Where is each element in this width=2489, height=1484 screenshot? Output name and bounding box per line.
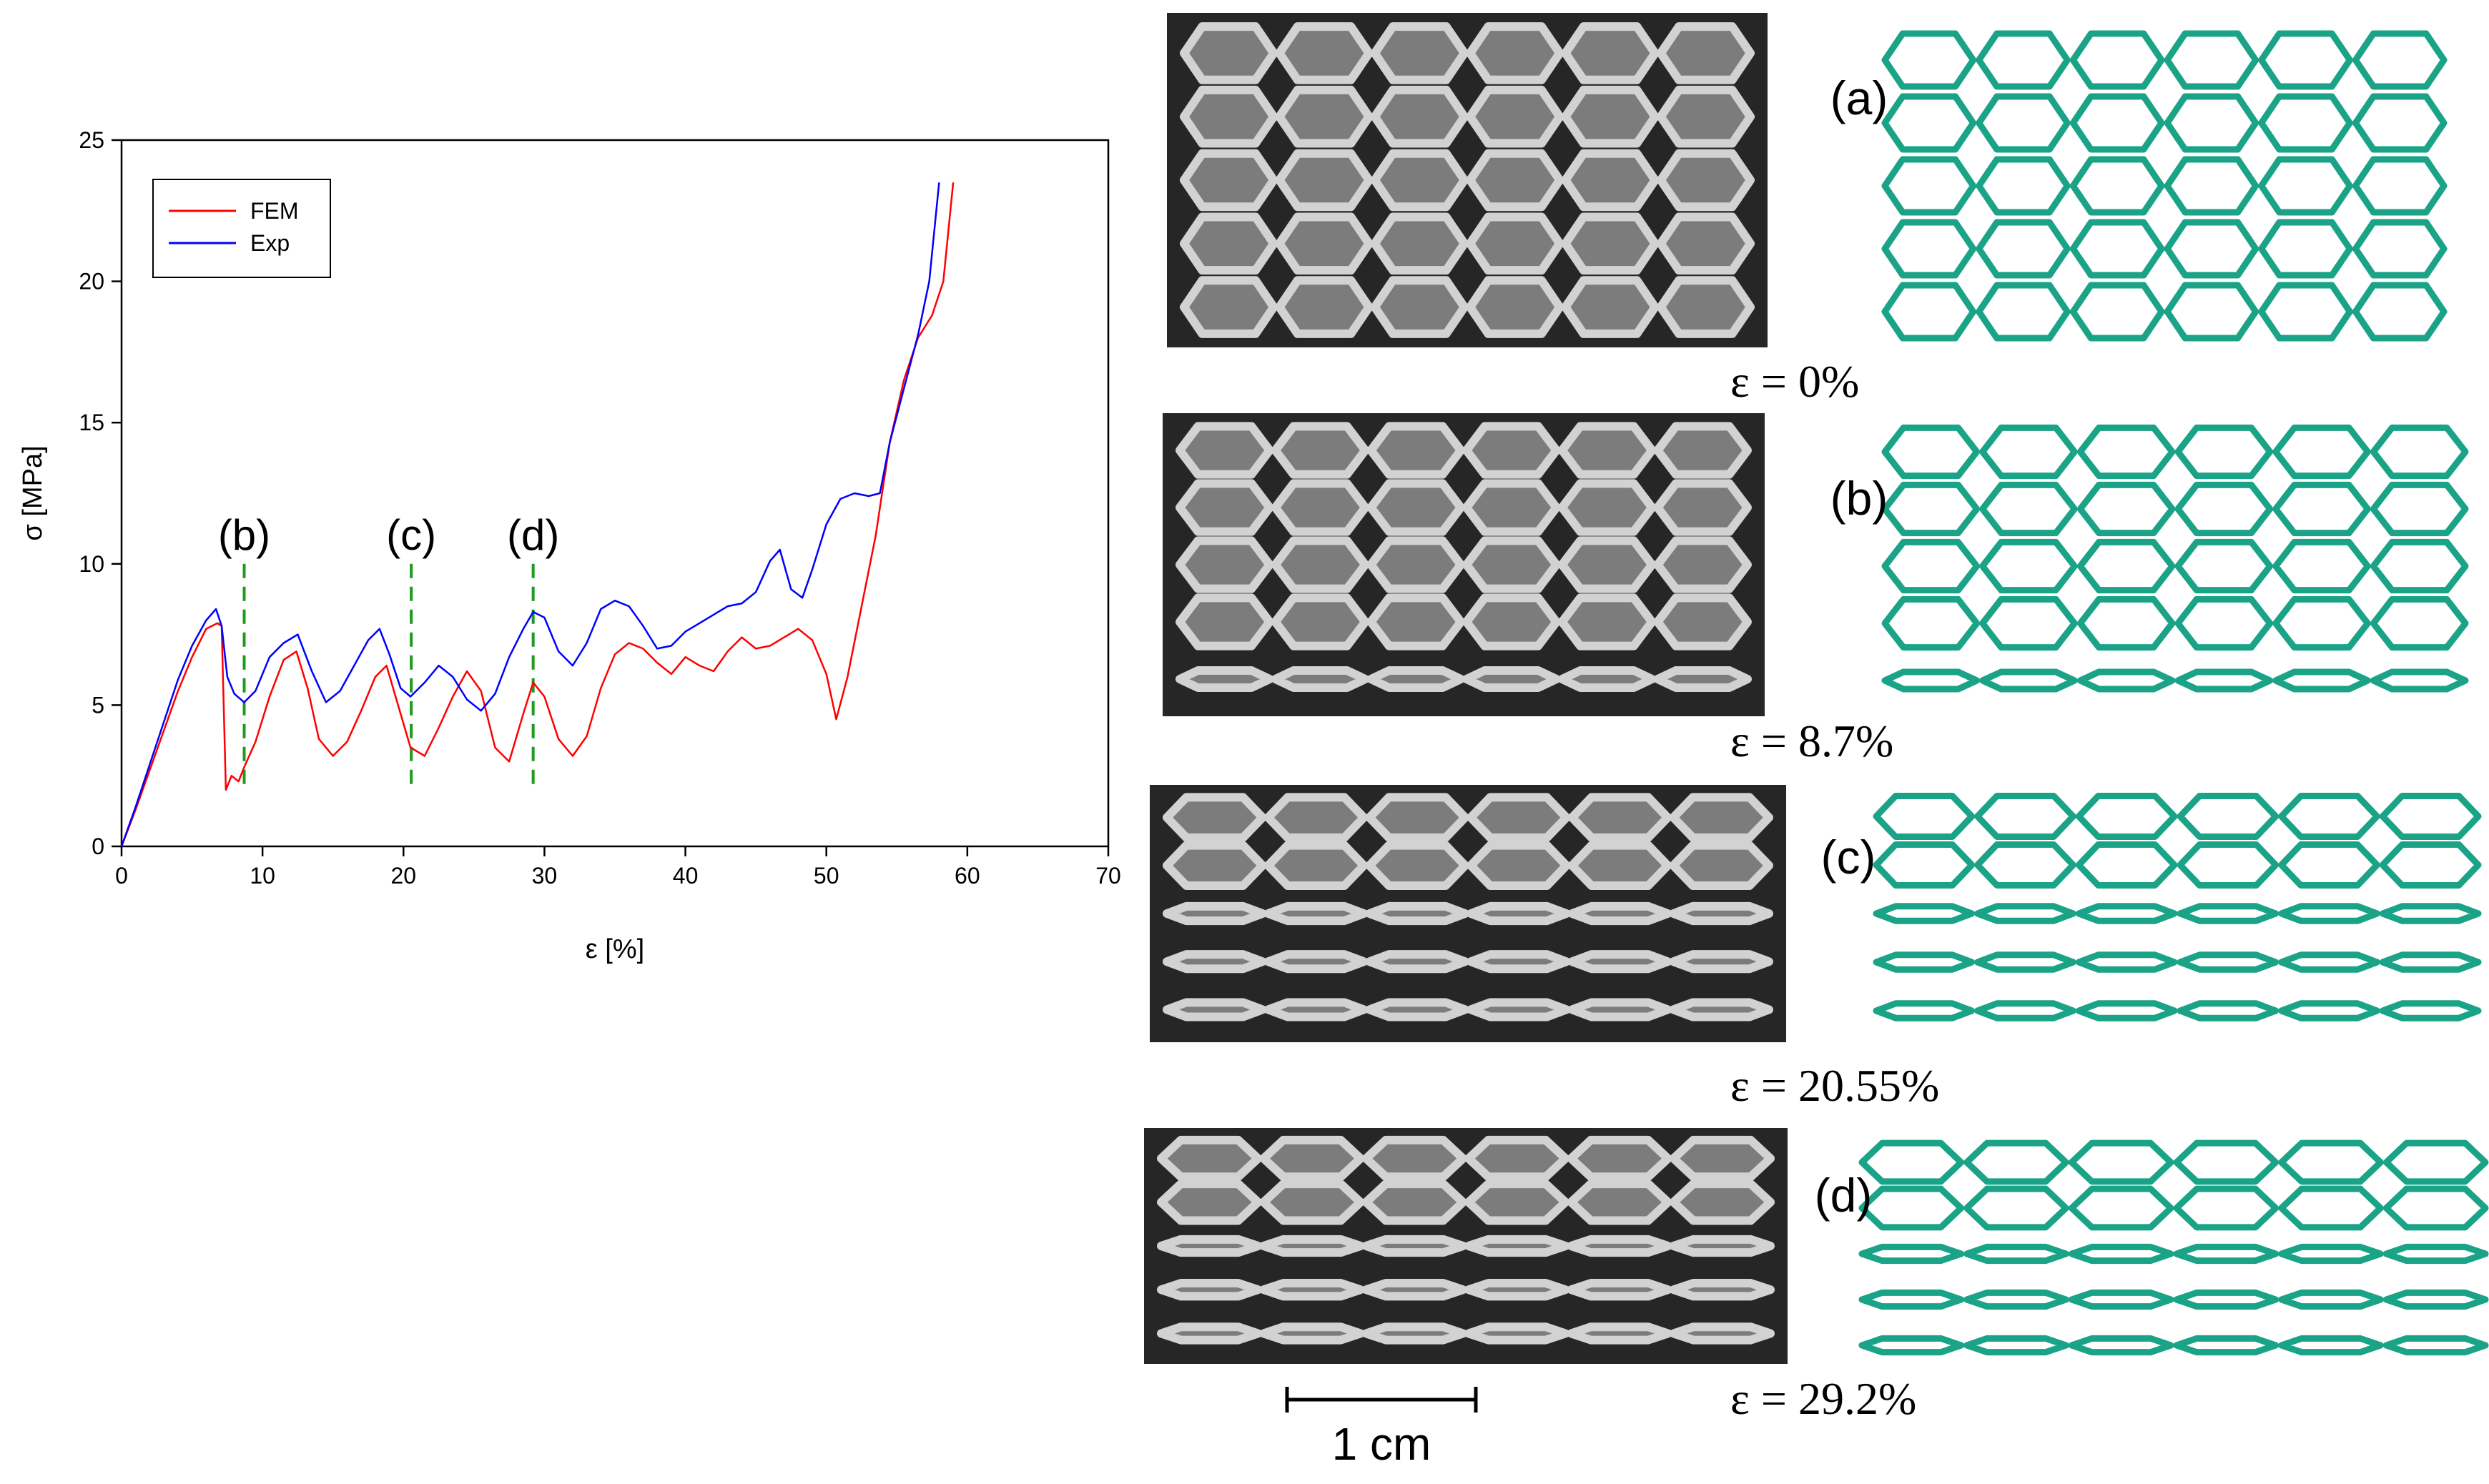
strain-label: ε = 29.2% — [1730, 1373, 1916, 1424]
fem-model-lattice — [1858, 1139, 2489, 1356]
scale-bar: 1 cm — [1285, 1387, 1478, 1470]
specimen-photo-lattice — [1163, 793, 1773, 1022]
x-tick-label: 40 — [673, 863, 699, 889]
panel-4: (d) ε = 29.2% — [1144, 1128, 2489, 1424]
x-axis-ticks: 0 10 20 30 40 50 60 70 — [115, 846, 1121, 889]
x-tick-label: 50 — [814, 863, 839, 889]
plot-frame — [120, 139, 1110, 848]
stress-strain-chart: 0 5 10 15 20 25 0 10 20 30 40 50 60 70 (b) (c) (d) FEM… — [18, 127, 1121, 964]
legend-box — [152, 179, 331, 278]
fem-model-lattice — [1881, 30, 2448, 342]
legend-label-fem: FEM — [250, 198, 299, 224]
x-tick-label: 30 — [532, 863, 558, 889]
y-tick-label: 0 — [92, 833, 104, 859]
y-tick-label: 15 — [79, 410, 104, 435]
specimen-photo-lattice — [1157, 1135, 1775, 1345]
panel-label: (c) — [1821, 831, 1876, 884]
strain-label: ε = 0% — [1730, 356, 1859, 407]
deformation-panels: (a) ε = 0% (b) ε = 8.7% (c) ε = 20.55% (d) ε = … — [1144, 13, 2489, 1424]
fem-model-lattice — [1873, 792, 2482, 1022]
strain-label: ε = 20.55% — [1730, 1060, 1939, 1111]
y-tick-label: 5 — [92, 692, 104, 718]
specimen-photo-lattice — [1180, 22, 1755, 338]
specimen-photo-lattice — [1176, 422, 1752, 692]
panel-1: (a) ε = 0% — [1167, 13, 2448, 407]
series-lines — [120, 182, 955, 847]
y-tick-label: 20 — [79, 269, 104, 295]
series-line-fem — [120, 182, 955, 847]
y-tick-label: 25 — [79, 127, 104, 153]
panel-label: (a) — [1830, 71, 1888, 124]
x-tick-label: 0 — [115, 863, 128, 889]
x-tick-label: 20 — [390, 863, 416, 889]
y-axis-ticks: 0 5 10 15 20 25 — [79, 127, 122, 859]
state-markers: (b) (c) (d) — [218, 511, 559, 790]
marker-label: (d) — [507, 511, 559, 559]
strain-label: ε = 8.7% — [1730, 716, 1893, 766]
x-tick-label: 70 — [1095, 863, 1121, 889]
x-axis-label: ε [%] — [586, 934, 644, 964]
series-line-exp — [120, 182, 940, 847]
panel-3: (c) ε = 20.55% — [1150, 785, 2482, 1111]
x-tick-label: 10 — [250, 863, 275, 889]
panel-label: (d) — [1815, 1169, 1873, 1222]
legend-label-exp: Exp — [250, 230, 290, 256]
legend: FEM Exp — [152, 179, 331, 278]
y-tick-label: 10 — [79, 551, 104, 577]
fem-model-lattice — [1881, 424, 2469, 693]
marker-label: (b) — [218, 511, 270, 559]
x-tick-label: 60 — [955, 863, 980, 889]
panel-label: (b) — [1830, 472, 1888, 525]
panel-2: (b) ε = 8.7% — [1163, 413, 2469, 766]
y-axis-label: σ [MPa] — [18, 445, 48, 540]
marker-label: (c) — [386, 511, 436, 559]
scale-bar-label: 1 cm — [1332, 1418, 1431, 1470]
